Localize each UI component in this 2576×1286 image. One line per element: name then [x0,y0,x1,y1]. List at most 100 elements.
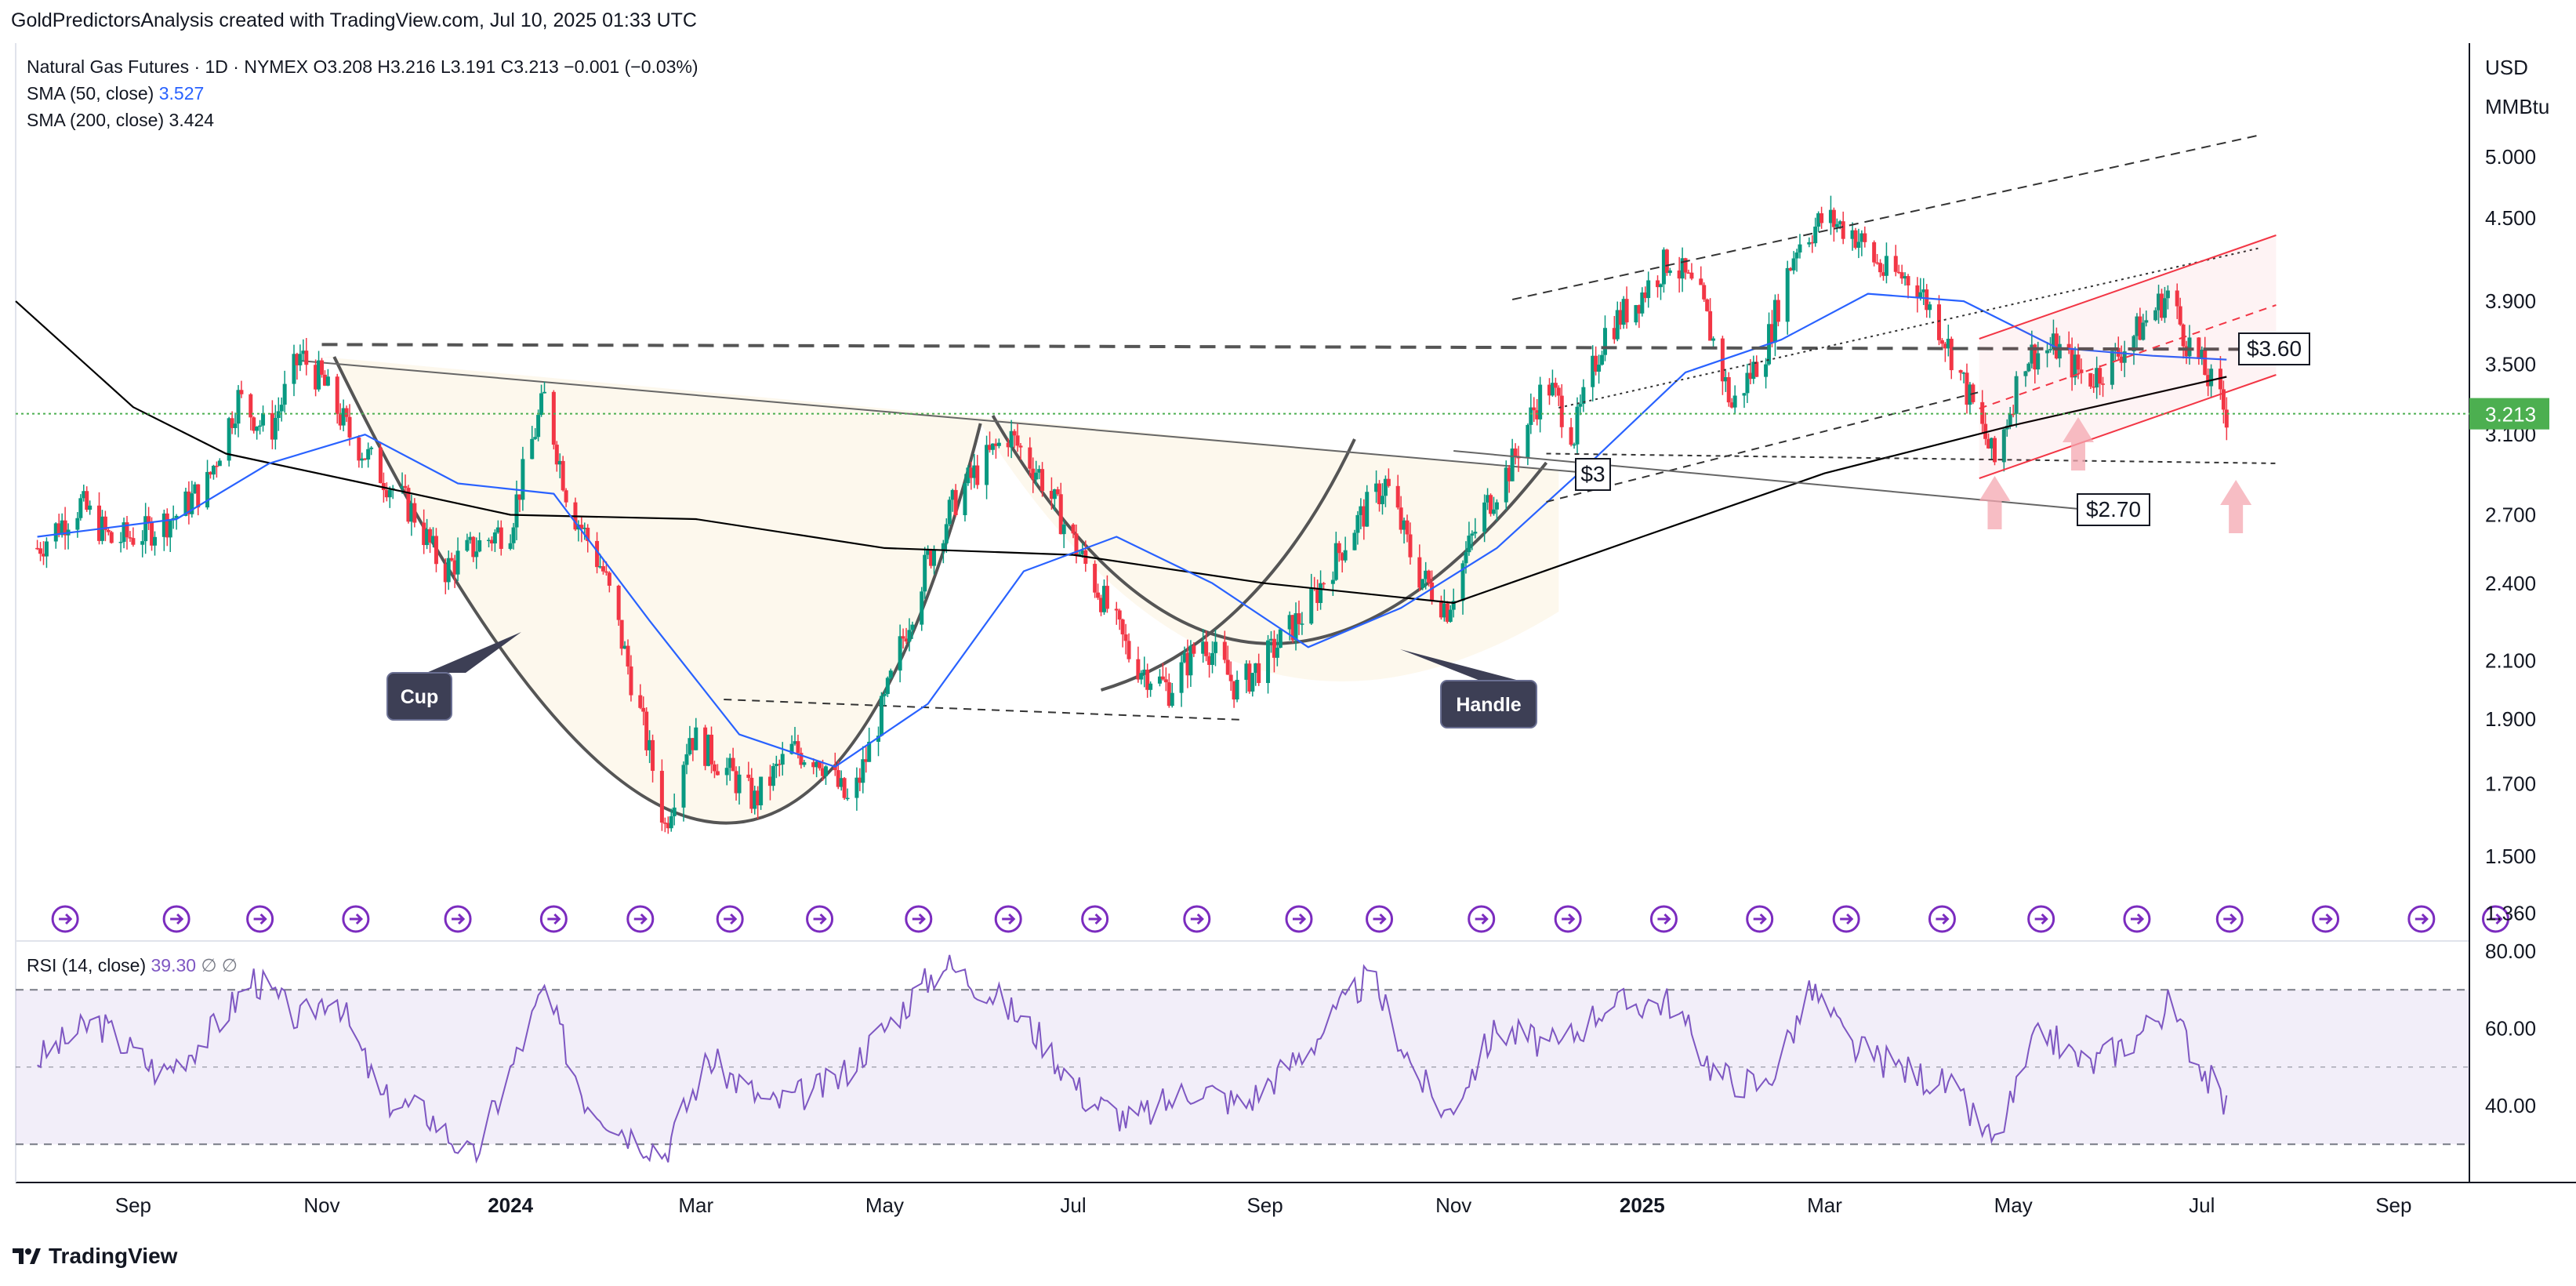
candle-body [1160,676,1165,680]
candle [1105,575,1109,613]
candle [230,411,234,434]
candle [239,380,244,398]
candle [1764,358,1769,389]
candle-body [530,438,535,460]
candle-body [1708,311,1713,341]
candle-body [2057,343,2062,359]
candle-body [400,485,405,489]
candle-body [622,645,627,649]
candle [168,518,172,552]
candle [1921,278,1926,306]
event-arrow [1657,913,1671,925]
candle-body [1207,656,1212,665]
candle [1408,522,1413,565]
candle-body [780,754,785,765]
candle [1732,385,1737,414]
candle [1634,304,1638,325]
cup-curve [332,356,982,825]
candle-body [1163,679,1168,683]
candle-body [1278,629,1283,648]
rising-channel-bottom [1979,374,2277,479]
candle-body [369,447,374,449]
candle-body [1052,489,1057,500]
candle-body [338,413,343,426]
candle-body [993,443,998,446]
candle-body [1101,586,1106,612]
candle [270,400,274,449]
up-arrow-icon [2062,417,2094,470]
candle [75,512,80,538]
candle-body [1990,438,1994,449]
candle-body [1680,258,1685,279]
rsi-legend[interactable]: RSI (14, close) 39.30 ∅ ∅ [27,955,238,976]
rsi-tick-label: 40.00 [2485,1094,2536,1117]
candle [1491,496,1496,516]
candle-body [53,523,58,542]
candle-body [821,768,825,776]
candle [1899,264,1904,285]
sma50-legend[interactable]: SMA (50, close) 3.527 [27,80,698,107]
candle-body [2073,354,2077,378]
symbol-line[interactable]: Natural Gas Futures · 1D · NYMEX O3.208 … [27,53,698,80]
sma200-legend[interactable]: SMA (200, close) 3.424 [27,107,698,133]
candle-body [2026,363,2031,372]
candle-body [771,765,775,786]
candle-body [836,770,840,787]
candle-body [1507,467,1511,481]
candle [1936,295,1941,346]
candle-body [403,485,408,489]
candle [449,552,454,562]
candle-body [1881,272,1885,276]
candle-body [1538,384,1543,420]
candle [1424,561,1428,590]
candle-body [161,513,166,537]
candle-body [2033,344,2037,370]
candle [434,528,438,572]
candle [1640,287,1645,317]
event-arrow-icon [806,905,834,933]
candle-body [1210,652,1215,665]
candle-body [666,823,670,829]
candle-body [1664,249,1669,274]
candle [1881,263,1885,281]
candle-body [1968,384,1972,405]
candle-body [514,494,519,528]
event-arrow-icon [2407,905,2436,933]
candle-body [2159,293,2164,318]
candle-body [672,807,677,816]
candle [993,438,998,459]
candle-body [737,774,742,794]
candle-body [2119,356,2124,363]
candle-body [88,505,93,510]
candle-body [1185,652,1190,676]
candle-body [468,536,473,540]
candle-body [214,465,219,467]
candle-body [1699,278,1703,285]
candle-body [1742,393,1747,396]
candle-body [1395,485,1400,508]
sma50-label: SMA (50, close) [27,83,154,104]
candle-body [845,797,850,800]
candle-body [1918,292,1923,299]
candle [885,676,890,697]
candle [2122,340,2127,377]
event-arrow [1002,913,1016,925]
candle [209,470,213,479]
candle-body [1105,586,1109,609]
candle-body [1272,638,1276,658]
candle-body [183,491,188,516]
candle [1828,195,1833,235]
candle [1643,286,1648,303]
candle [972,453,977,489]
candle-body [449,558,454,561]
candle-body [793,741,797,744]
candle-body [295,354,299,365]
candle [292,344,296,397]
candle-body [2141,322,2146,340]
candle-body [767,776,772,786]
candle-body [1012,430,1017,436]
candle-body [406,488,411,522]
candle-body [898,636,902,671]
candle-body [1192,645,1196,654]
